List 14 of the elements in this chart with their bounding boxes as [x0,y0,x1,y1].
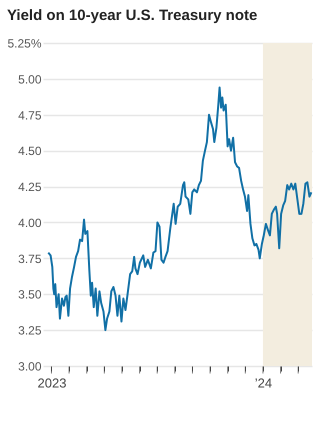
y-tick-label: 4.00 [18,216,42,230]
y-tick-label: 3.50 [18,288,42,302]
y-tick-label: 3.75 [18,252,42,266]
y-tick-label: 4.25 [18,180,42,194]
x-tick-label: ’24 [254,376,272,390]
y-tick-label: 3.00 [18,360,42,374]
y-tick-label: 5.00 [18,72,42,86]
chart-title: Yield on 10-year U.S. Treasury note [6,7,258,24]
y-tick-label: 5.25% [7,36,42,50]
x-tick-label: 2023 [38,376,66,390]
y-tick-label: 4.75 [18,108,42,122]
line-series [47,86,312,332]
y-tick-label: 4.50 [18,144,42,158]
y-tick-label: 3.25 [18,324,42,338]
